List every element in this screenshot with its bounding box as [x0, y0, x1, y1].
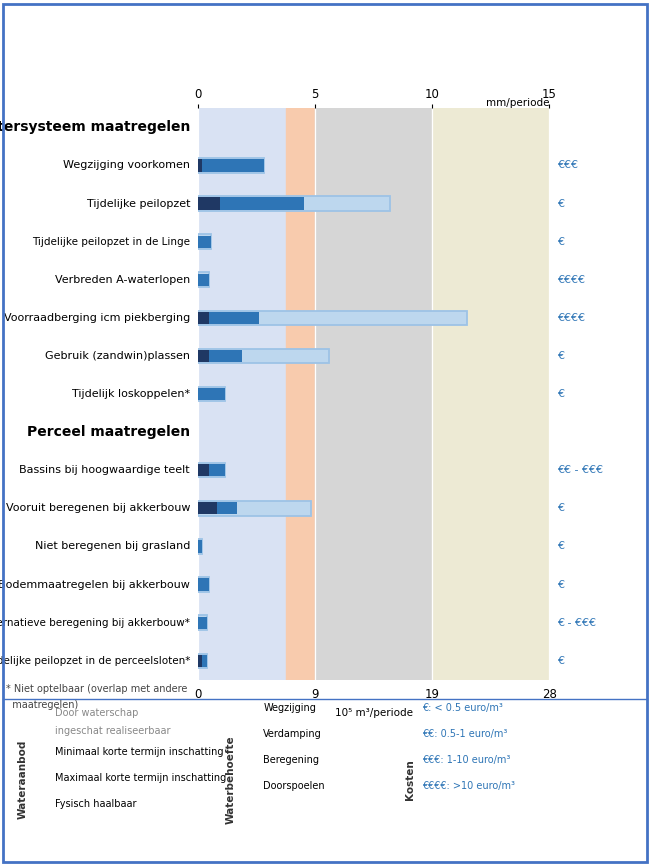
Bar: [198, 502, 217, 514]
Bar: [198, 654, 207, 668]
Bar: [198, 463, 225, 477]
Text: Waterbehoefte: Waterbehoefte: [226, 735, 236, 824]
Text: Door waterschap: Door waterschap: [55, 708, 138, 719]
Text: €€€: 1-10 euro/m³: €€€: 1-10 euro/m³: [422, 755, 511, 766]
Text: € - €€€: € - €€€: [558, 617, 597, 628]
Bar: [198, 108, 286, 680]
Text: mm/periode: mm/periode: [486, 98, 549, 108]
Text: €: €: [558, 389, 564, 399]
Text: Niet beregenen bij grasland: Niet beregenen bij grasland: [34, 541, 190, 552]
Bar: [198, 578, 209, 591]
Bar: [198, 349, 330, 363]
Text: 0: 0: [194, 688, 202, 701]
Text: €: €: [558, 579, 564, 590]
Text: €: < 0.5 euro/m³: €: < 0.5 euro/m³: [422, 703, 503, 714]
Text: Tijdelijke peilopzet in de Linge: Tijdelijke peilopzet in de Linge: [32, 236, 190, 247]
Bar: [217, 502, 237, 514]
Text: €: €: [558, 541, 564, 552]
Text: €€: 0.5-1 euro/m³: €€: 0.5-1 euro/m³: [422, 729, 508, 740]
Text: Wegzijging voorkomen: Wegzijging voorkomen: [63, 160, 190, 171]
Bar: [198, 159, 202, 171]
Text: €: €: [558, 503, 564, 514]
Bar: [198, 578, 209, 591]
Text: €€€€: >10 euro/m³: €€€€: >10 euro/m³: [422, 781, 515, 792]
Text: €€ - €€€: €€ - €€€: [558, 465, 603, 475]
Text: Bassins bij hoogwaardige teelt: Bassins bij hoogwaardige teelt: [20, 465, 190, 475]
Bar: [209, 350, 242, 362]
Text: Voorraadberging icm piekberging: Voorraadberging icm piekberging: [4, 313, 190, 323]
Text: Verbreden A-waterlopen: Verbreden A-waterlopen: [55, 275, 190, 285]
Text: Beregening: Beregening: [263, 755, 319, 766]
Text: Minimaal korte termijn inschatting: Minimaal korte termijn inschatting: [55, 746, 224, 757]
Text: Perceel maatregelen: Perceel maatregelen: [27, 425, 190, 439]
Text: €: €: [558, 236, 564, 247]
Text: maatregelen): maatregelen): [6, 700, 79, 710]
Bar: [198, 655, 202, 667]
Bar: [315, 108, 432, 680]
Text: WATERMAAT: WATERMAAT: [256, 16, 394, 36]
Bar: [198, 616, 207, 630]
Bar: [198, 501, 311, 515]
Text: Fysisch haalbaar: Fysisch haalbaar: [55, 798, 136, 809]
Bar: [198, 540, 202, 553]
Text: ingeschat realiseerbaar: ingeschat realiseerbaar: [55, 726, 171, 736]
Text: €€€: €€€: [558, 160, 579, 171]
Text: Verdamping: Verdamping: [263, 729, 322, 740]
Text: €€€€: €€€€: [558, 313, 586, 323]
Bar: [198, 235, 211, 249]
Text: Watersysteem maatregelen: Watersysteem maatregelen: [0, 120, 190, 134]
Text: 19: 19: [424, 688, 440, 701]
Bar: [198, 236, 211, 248]
Text: Doorspoelen: Doorspoelen: [263, 781, 325, 792]
Bar: [198, 350, 209, 362]
Text: Tijdelijke peilopzet in de perceelsloten*: Tijdelijke peilopzet in de perceelsloten…: [0, 656, 190, 666]
Text: 9: 9: [311, 688, 319, 701]
Text: Vooruit beregenen bij akkerbouw: Vooruit beregenen bij akkerbouw: [6, 503, 190, 514]
Bar: [202, 159, 264, 171]
Bar: [220, 197, 304, 210]
Text: Wegzijging: Wegzijging: [263, 703, 316, 714]
Bar: [198, 197, 220, 210]
Text: Tijdelijk loskoppelen*: Tijdelijk loskoppelen*: [72, 389, 190, 399]
Bar: [198, 274, 209, 286]
Bar: [198, 311, 467, 325]
Text: Kosten: Kosten: [404, 759, 415, 800]
Text: * Niet optelbaar (overlap met andere: * Niet optelbaar (overlap met andere: [6, 684, 188, 695]
Bar: [286, 108, 315, 680]
Bar: [198, 617, 207, 629]
Text: Wateraanbod: Wateraanbod: [18, 740, 28, 819]
Text: 10⁵ m³/periode: 10⁵ m³/periode: [335, 708, 413, 719]
Text: Tijdelijke peilopzet: Tijdelijke peilopzet: [86, 198, 190, 209]
Text: Gebruik (zandwin)plassen: Gebruik (zandwin)plassen: [45, 351, 190, 361]
Bar: [209, 312, 259, 324]
Text: 28: 28: [542, 688, 556, 701]
Bar: [198, 158, 264, 172]
Text: Bodemmaatregelen bij akkerbouw: Bodemmaatregelen bij akkerbouw: [0, 579, 190, 590]
Bar: [209, 464, 225, 476]
Text: Maximaal korte termijn inschatting: Maximaal korte termijn inschatting: [55, 772, 226, 783]
Bar: [198, 540, 202, 553]
Bar: [198, 388, 225, 400]
Text: €: €: [558, 198, 564, 209]
Bar: [198, 387, 225, 401]
Text: €: €: [558, 351, 564, 361]
Text: Alternatieve beregening bij akkerbouw*: Alternatieve beregening bij akkerbouw*: [0, 617, 190, 628]
Text: €€€€: €€€€: [558, 275, 586, 285]
Bar: [198, 312, 209, 324]
Text: Waterbehoefte en –aanbod in 5 dagen (T=10 Stoom2): Waterbehoefte en –aanbod in 5 dagen (T=1…: [114, 63, 536, 78]
Bar: [432, 108, 549, 680]
Bar: [198, 273, 209, 287]
Bar: [198, 197, 390, 210]
Bar: [202, 655, 207, 667]
Bar: [198, 464, 209, 476]
Text: €: €: [558, 656, 564, 666]
